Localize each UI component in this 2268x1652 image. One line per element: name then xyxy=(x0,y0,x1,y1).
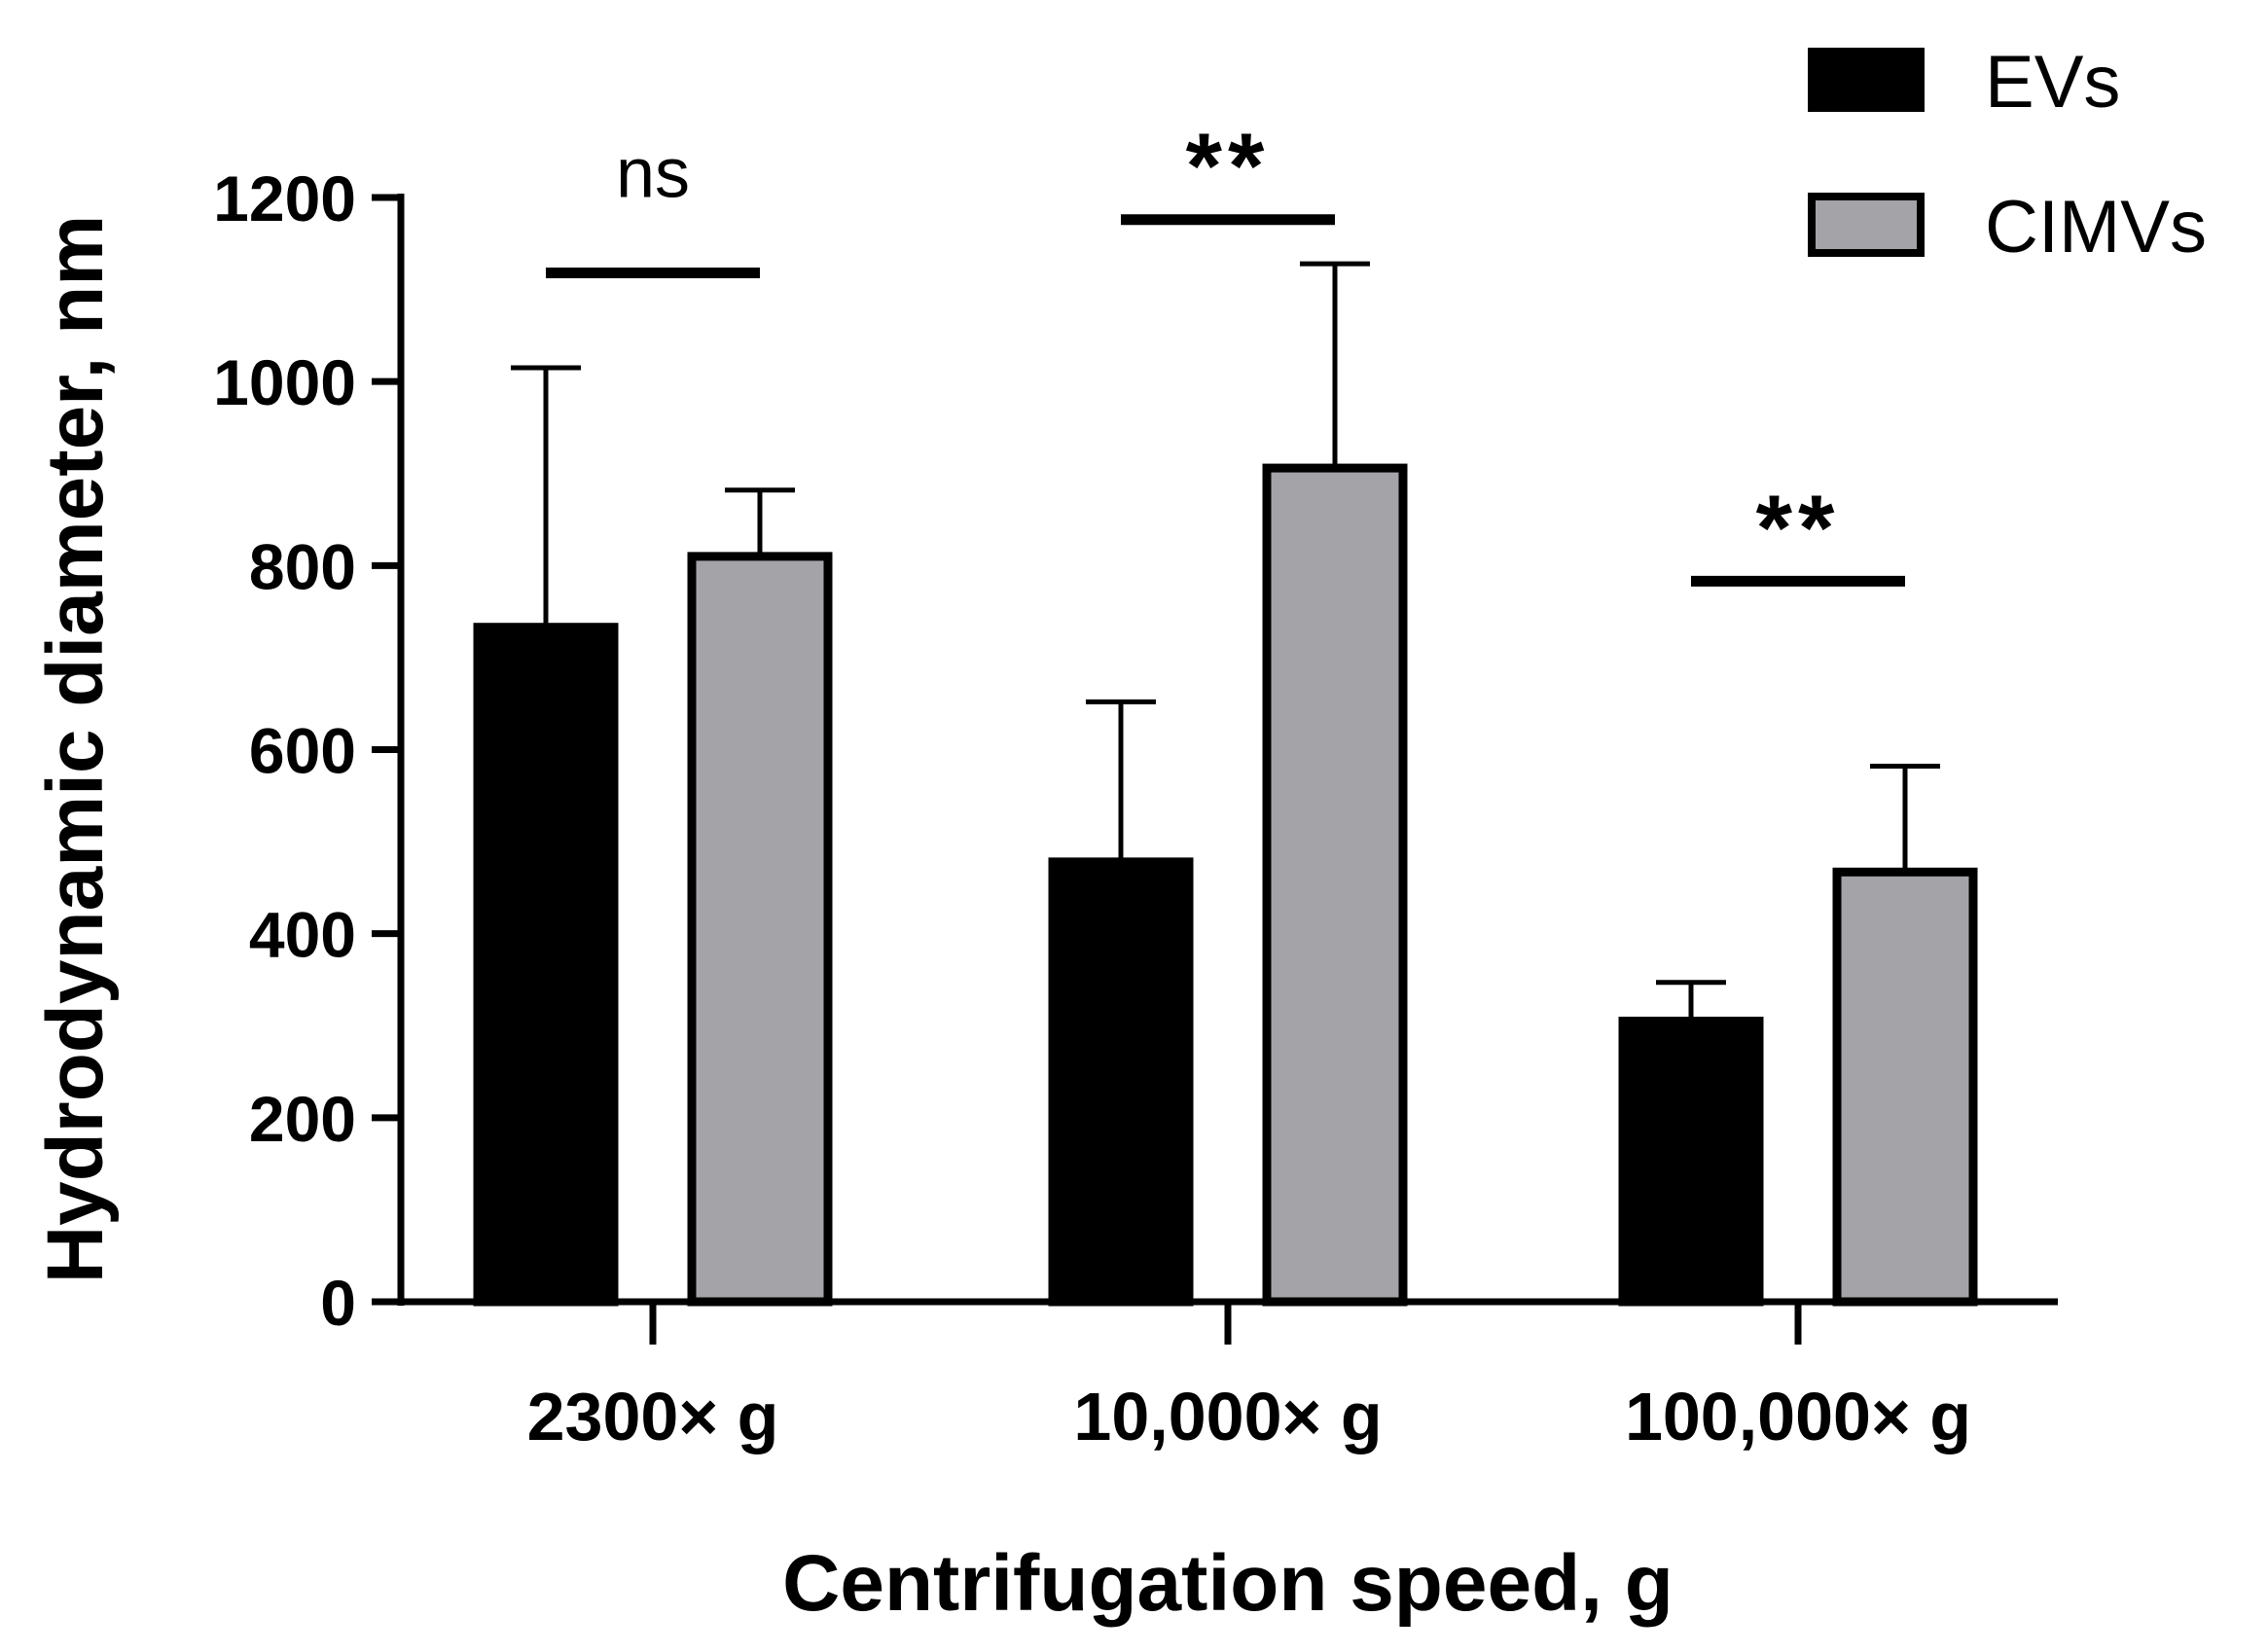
y-tick-label-800: 800 xyxy=(249,530,356,602)
y-axis-title: Hydrodynamic diameter, nm xyxy=(31,215,120,1283)
legend-swatch-evs xyxy=(1808,48,1925,112)
error-bars-layer xyxy=(511,261,1940,1022)
legend: EVs CIMVs xyxy=(1808,41,2207,269)
y-tick-label-200: 200 xyxy=(249,1083,356,1155)
legend-label-cimvs: CIMVs xyxy=(1985,186,2207,269)
y-tick-label-600: 600 xyxy=(249,715,356,787)
significance-label-0: ns xyxy=(616,135,690,213)
x-axis-title: Centrifugation speed, g xyxy=(782,1539,1674,1628)
bars-layer xyxy=(473,463,1978,1307)
x-tick-label-0: 2300× g xyxy=(527,1379,779,1454)
bar-evs-2 xyxy=(1618,1017,1764,1307)
bar-evs-0 xyxy=(473,623,619,1307)
significance-layer: ns ** ** xyxy=(546,115,1905,587)
bar-cimvs-0 xyxy=(687,552,833,1307)
axes-layer: 0 200 400 600 800 1000 1200 2300× g 10,000× g 100… xyxy=(213,162,2058,1454)
bar-cimvs-2 xyxy=(1832,867,1978,1307)
y-tick-label-0: 0 xyxy=(320,1267,356,1339)
x-tick-label-2: 100,000× g xyxy=(1625,1379,1971,1454)
legend-swatch-cimvs xyxy=(1808,193,1925,257)
significance-label-1: ** xyxy=(1186,115,1271,219)
axis-titles: Hydrodynamic diameter, nm Centrifugation… xyxy=(31,215,1674,1628)
significance-label-2: ** xyxy=(1756,476,1841,580)
y-tick-label-1000: 1000 xyxy=(213,346,356,418)
x-tick-label-1: 10,000× g xyxy=(1073,1379,1382,1454)
bar-cimvs-1 xyxy=(1262,463,1408,1307)
y-tick-label-400: 400 xyxy=(249,899,356,971)
legend-label-evs: EVs xyxy=(1985,41,2120,124)
y-tick-label-1200: 1200 xyxy=(213,162,356,234)
bar-evs-1 xyxy=(1048,857,1194,1307)
